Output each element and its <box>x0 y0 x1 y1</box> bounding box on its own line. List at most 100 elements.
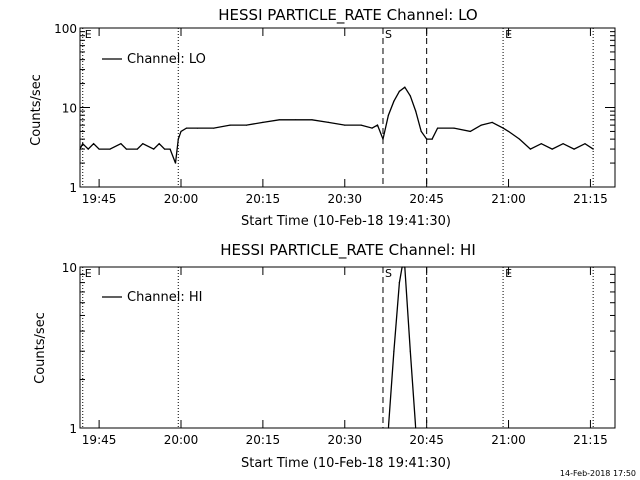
data-point <box>360 124 362 126</box>
hi-chart-title: HESSI PARTICLE_RATE Channel: HI <box>220 241 476 260</box>
y-tick-label: 1 <box>69 181 77 195</box>
time-marker-label: S <box>385 267 392 280</box>
series-line <box>388 267 415 428</box>
x-tick-label: 20:30 <box>327 192 362 206</box>
data-point <box>398 90 400 92</box>
data-point <box>562 143 564 145</box>
data-point <box>185 127 188 129</box>
x-tick-label: 19:45 <box>82 192 117 206</box>
y-tick-label: 10 <box>62 102 77 116</box>
data-point <box>278 119 280 121</box>
lo-y-axis-label: Counts/sec <box>29 74 44 146</box>
lo-channel-panel: HESSI PARTICLE_RATE Channel: LO Counts/s… <box>29 6 616 229</box>
data-point <box>387 427 390 429</box>
data-point <box>415 110 417 112</box>
time-marker-label: E <box>505 267 512 280</box>
x-tick-label: 20:30 <box>327 433 362 447</box>
data-point <box>371 127 373 129</box>
data-point <box>196 127 198 129</box>
data-point <box>169 148 171 150</box>
data-point <box>164 148 166 150</box>
data-point <box>529 148 531 150</box>
data-point <box>120 143 122 145</box>
data-point <box>409 350 411 352</box>
x-tick-label: 21:15 <box>573 192 608 206</box>
data-point <box>153 148 155 150</box>
data-point <box>507 130 510 133</box>
data-point <box>540 143 542 145</box>
y-tick-label: 1 <box>69 422 77 436</box>
data-point <box>426 138 428 140</box>
data-point <box>398 282 400 284</box>
series-line <box>80 87 593 163</box>
time-marker-label: S <box>385 28 392 41</box>
data-point <box>177 138 179 140</box>
data-point <box>502 127 504 129</box>
data-point <box>382 138 384 140</box>
lo-x-axis-label: Start Time (10-Feb-18 19:41:30) <box>241 214 451 229</box>
data-point <box>404 266 406 268</box>
data-point <box>245 124 248 126</box>
time-marker-label: E <box>85 267 92 280</box>
data-point <box>213 127 215 129</box>
hi-channel-panel: HESSI PARTICLE_RATE Channel: HI Counts/s… <box>33 241 616 471</box>
data-point <box>87 148 89 150</box>
x-tick-label: 20:15 <box>246 433 281 447</box>
data-point <box>573 148 575 150</box>
data-point <box>404 86 406 88</box>
data-point <box>295 119 297 121</box>
data-point <box>229 124 231 126</box>
x-tick-label: 21:15 <box>573 433 608 447</box>
data-point <box>82 143 84 145</box>
data-point <box>79 148 81 150</box>
data-point <box>551 148 553 150</box>
hi-x-axis-label: Start Time (10-Feb-18 19:41:30) <box>241 456 451 471</box>
data-point <box>415 427 417 429</box>
x-tick-label: 20:45 <box>409 433 444 447</box>
data-point <box>431 138 433 140</box>
data-point <box>376 124 379 126</box>
data-point <box>136 148 138 150</box>
lo-chart-title: HESSI PARTICLE_RATE Channel: LO <box>218 6 477 25</box>
data-point <box>480 124 482 126</box>
data-point <box>174 162 177 164</box>
x-tick-label: 21:00 <box>491 433 526 447</box>
x-tick-label: 20:45 <box>409 192 444 206</box>
y-tick-label: 10 <box>62 261 77 275</box>
data-point <box>393 100 395 102</box>
data-point <box>311 119 313 121</box>
x-tick-label: 20:00 <box>164 192 199 206</box>
data-point <box>518 138 521 140</box>
data-point <box>393 350 395 352</box>
data-point <box>344 124 346 126</box>
data-point <box>125 148 128 150</box>
data-point <box>262 121 264 123</box>
time-marker-label: E <box>505 28 512 41</box>
lo-legend-label: Channel: LO <box>127 52 206 67</box>
data-point <box>98 148 100 150</box>
footer-timestamp: 14-Feb-2018 17:50 <box>560 469 636 478</box>
data-point <box>109 148 111 150</box>
data-point <box>327 121 329 123</box>
data-point <box>469 130 471 133</box>
data-point <box>436 127 439 129</box>
time-marker-label: E <box>85 28 92 41</box>
data-point <box>584 143 586 145</box>
data-point <box>158 143 160 145</box>
data-point <box>142 143 144 145</box>
x-tick-label: 19:45 <box>82 433 117 447</box>
x-tick-label: 21:00 <box>491 192 526 206</box>
data-point <box>420 130 422 133</box>
data-point <box>180 130 182 133</box>
data-point <box>592 148 594 150</box>
data-point <box>491 121 493 123</box>
data-point <box>453 127 455 129</box>
hi-y-axis-label: Counts/sec <box>33 312 48 384</box>
y-tick-label: 100 <box>54 22 77 36</box>
data-point <box>409 95 411 97</box>
plot-frame <box>79 266 616 429</box>
x-tick-label: 20:15 <box>246 192 281 206</box>
x-tick-label: 20:00 <box>164 433 199 447</box>
hi-legend-label: Channel: HI <box>127 290 203 305</box>
